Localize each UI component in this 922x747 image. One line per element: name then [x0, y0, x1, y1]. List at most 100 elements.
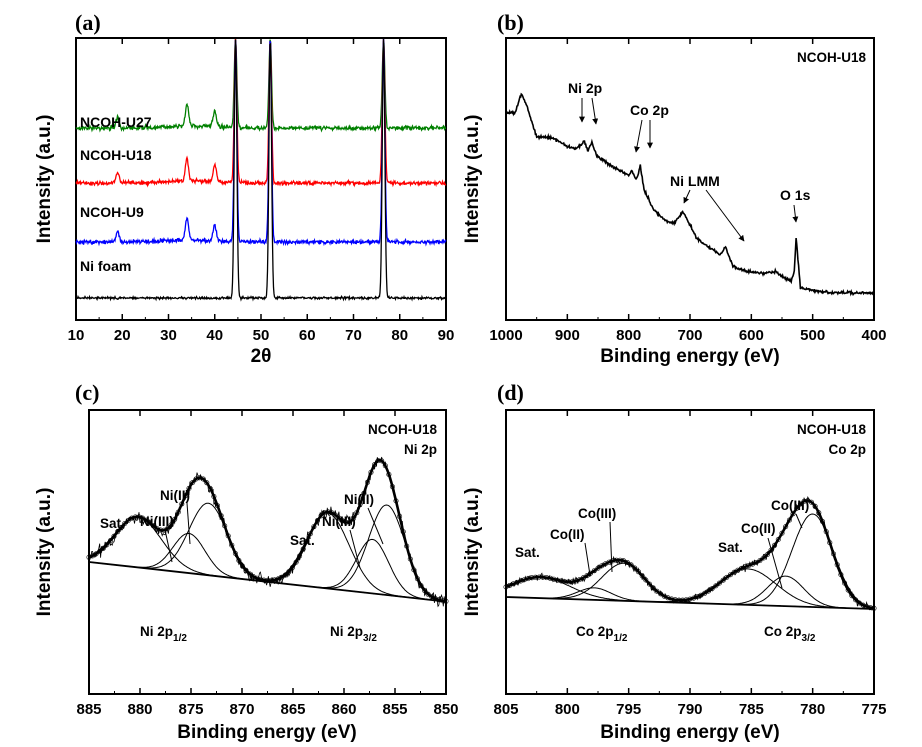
- panel-d: (d) NCOH-U18 Co 2p Sat. Co(II) Co(III) S…: [462, 380, 887, 743]
- data-point: [639, 573, 645, 579]
- panel-d-xlabel: Binding energy (eV): [600, 722, 779, 743]
- panel-c-x-ticks: 885 880 875 870 865 860 855 850: [76, 410, 459, 718]
- fit-envelope: [88, 458, 447, 603]
- data-point: [764, 552, 770, 558]
- fit-envelope: [505, 499, 875, 610]
- d-arrow-3: [767, 537, 783, 589]
- d-annot-coii-1: Co(II): [550, 527, 585, 542]
- x-tick-label: 785: [739, 701, 764, 718]
- c-label-2p12-sub: 1/2: [173, 633, 187, 644]
- x-tick-label: 850: [433, 701, 458, 718]
- arrow-ni2p-b: [591, 97, 599, 125]
- panel-b-arrows: [579, 97, 799, 242]
- x-tick-label: 875: [178, 701, 203, 718]
- survey-trace: [505, 92, 875, 297]
- arrow-o1s: [792, 204, 799, 223]
- d-annot-sat-2: Sat.: [718, 540, 743, 555]
- series-label-u27: NCOH-U27: [80, 114, 152, 130]
- component-peak: [88, 533, 447, 603]
- x-tick-label: 805: [493, 701, 518, 718]
- data-point: [720, 577, 726, 583]
- d-annot-coiii-1: Co(III): [578, 506, 616, 521]
- c-annot-niii-1: Ni(II): [160, 488, 190, 503]
- panel-c-traces: [86, 456, 449, 608]
- series-label-u9: NCOH-U9: [80, 204, 144, 220]
- x-tick-label: 780: [800, 701, 825, 718]
- c-annot-sat-1: Sat.: [100, 516, 125, 531]
- panel-d-subtitle: Co 2p: [828, 442, 866, 457]
- x-tick-label: 30: [160, 327, 177, 344]
- panel-d-label: (d): [497, 380, 524, 405]
- x-tick-label: 795: [616, 701, 641, 718]
- data-point: [318, 513, 324, 519]
- d-label-2p12-main: Co 2p: [576, 624, 614, 639]
- data-point: [632, 565, 638, 571]
- x-tick-label: 40: [206, 327, 223, 344]
- panel-b-title: NCOH-U18: [797, 50, 867, 65]
- c-arrow-2: [186, 502, 191, 545]
- x-tick-label: 885: [76, 701, 101, 718]
- x-tick-label: 860: [331, 701, 356, 718]
- x-tick-label: 800: [616, 327, 641, 344]
- panel-b-xlabel: Binding energy (eV): [600, 346, 779, 367]
- panel-d-arrows: [584, 513, 803, 589]
- panel-a-ylabel: Intensity (a.u.): [34, 115, 55, 244]
- raw-spectrum: [88, 456, 447, 608]
- data-point: [147, 520, 153, 526]
- panel-b-x-ticks: 1000 900 800 700 600 500 400: [489, 38, 887, 344]
- x-tick-label: 10: [68, 327, 85, 344]
- panel-b-label: (b): [497, 10, 524, 35]
- panel-a-traces: [75, 38, 447, 302]
- arrow-nilmm-a: [683, 189, 691, 204]
- c-arrow-1: [164, 529, 173, 563]
- component-peak: [88, 538, 447, 603]
- panel-c-arrows: [164, 502, 384, 569]
- data-point: [643, 577, 649, 583]
- panel-d-x-ticks: 805 800 795 790 785 780 775: [493, 410, 887, 718]
- annot-co2p: Co 2p: [630, 102, 669, 118]
- c-label-2p32-sub: 3/2: [363, 633, 377, 644]
- panel-c-title: NCOH-U18: [368, 422, 438, 437]
- panel-a-label: (a): [75, 10, 101, 35]
- panel-a-frame: [75, 37, 447, 321]
- data-point: [332, 512, 338, 518]
- panel-d-frame: [505, 409, 875, 695]
- data-point: [336, 515, 342, 521]
- d-arrow-2: [609, 521, 613, 573]
- data-point: [635, 569, 641, 575]
- data-point: [122, 521, 128, 527]
- series-label-nifoam: Ni foam: [80, 258, 131, 274]
- d-annot-sat-1: Sat.: [515, 545, 540, 560]
- data-point: [646, 581, 652, 587]
- component-peak: [505, 576, 874, 610]
- c-label-2p32-main: Ni 2p: [330, 624, 363, 639]
- c-annot-sat-2: Sat.: [290, 533, 315, 548]
- d-annot-coiii-2: Co(III): [771, 498, 809, 513]
- panel-c-subtitle: Ni 2p: [404, 442, 437, 457]
- d-label-2p12: Co 2p1/2: [576, 624, 628, 644]
- annot-ni2p: Ni 2p: [568, 80, 602, 96]
- x-tick-label: 20: [114, 327, 131, 344]
- panel-c-frame: [88, 409, 447, 695]
- x-tick-label: 600: [739, 327, 764, 344]
- x-tick-label: 865: [280, 701, 305, 718]
- x-tick-label: 775: [861, 701, 886, 718]
- c-annot-niiii-2: Ni(III): [322, 514, 356, 529]
- x-tick-label: 500: [800, 327, 825, 344]
- panel-a-x-ticks: 10 20 30 40 50 60 70 80 90: [68, 38, 454, 344]
- d-label-2p12-sub: 1/2: [614, 633, 628, 644]
- x-tick-label: 400: [861, 327, 886, 344]
- panel-c-xlabel: Binding energy (eV): [177, 722, 356, 743]
- x-tick-label: 900: [555, 327, 580, 344]
- x-tick-label: 790: [677, 701, 702, 718]
- d-arrow-1: [584, 542, 591, 576]
- x-tick-label: 880: [127, 701, 152, 718]
- data-point: [650, 585, 656, 591]
- x-tick-label: 70: [345, 327, 362, 344]
- x-tick-label: 870: [229, 701, 254, 718]
- x-tick-label: 60: [299, 327, 316, 344]
- xrd-trace: [75, 39, 447, 302]
- c-annot-niii-2: Ni(II): [344, 492, 374, 507]
- x-tick-label: 50: [253, 327, 270, 344]
